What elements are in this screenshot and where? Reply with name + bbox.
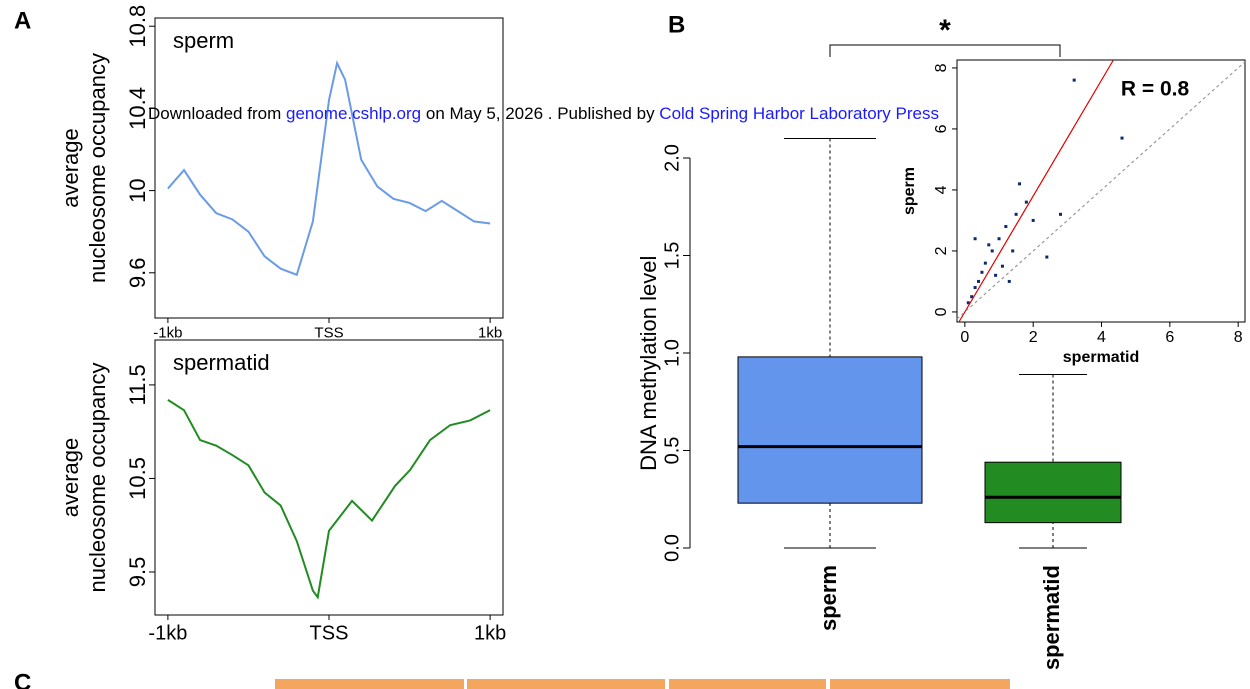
point (1072, 78, 1076, 82)
point (1000, 264, 1004, 268)
watermark-text: on May 5, 2026 . Published by (425, 104, 655, 123)
y-axis-label: nucleosome occupancy (85, 363, 110, 593)
y-tick-label: 10.5 (125, 457, 150, 500)
x-tick-label: 8 (1234, 329, 1243, 346)
x-axis-label: spermatid (1063, 349, 1139, 366)
annotation: R = 0.8 (1121, 78, 1190, 101)
significance-label: * (939, 14, 951, 47)
watermark-text: Downloaded from (148, 104, 282, 123)
panel-label: A (14, 7, 31, 34)
point (980, 270, 984, 274)
box (737, 356, 923, 504)
point (1007, 279, 1011, 283)
line-series (167, 60, 491, 277)
x-tick-label: TSS (314, 324, 343, 341)
y-tick-label: 2.0 (661, 144, 683, 172)
line-series (167, 399, 491, 600)
y-axis-label: average (58, 438, 83, 518)
point (977, 279, 981, 283)
y-axis-label: DNA methylation level (636, 256, 661, 471)
y-tick-label: 1.0 (661, 339, 683, 367)
y-tick-label: 0.0 (661, 534, 683, 562)
point (1018, 182, 1022, 186)
point (966, 301, 970, 305)
point (1120, 136, 1124, 140)
x-tick-label: 1kb (478, 324, 502, 341)
y-axis-label: sperm (901, 167, 918, 215)
plot-frame (154, 17, 504, 319)
legend-label: sperm (173, 28, 234, 53)
bar-segment (830, 679, 1010, 689)
x-tick-label: -1kb (153, 324, 182, 341)
watermark: Downloaded from genome.cshlp.org on May … (148, 104, 939, 124)
significance-bracket (829, 44, 1061, 57)
point (994, 273, 998, 277)
x-tick-label: sperm (816, 565, 841, 631)
y-tick-label: 10.4 (125, 87, 150, 130)
y-tick-label: 9.6 (125, 257, 150, 288)
site-link[interactable]: genome.cshlp.org (285, 104, 422, 123)
x-tick-label: 4 (1097, 329, 1106, 346)
y-axis-label: average (58, 128, 83, 208)
x-tick-label: spermatid (1039, 565, 1064, 670)
bar-segment (275, 679, 464, 689)
publisher-link[interactable]: Cold Spring Harbor Laboratory Press (659, 104, 939, 123)
y-tick-label: 11.5 (125, 364, 150, 405)
point (997, 237, 1001, 241)
y-tick-label: 0.5 (661, 437, 683, 465)
x-tick-label: TSS (310, 622, 349, 644)
x-tick-label: 0 (960, 329, 969, 346)
point (1024, 200, 1028, 204)
y-tick-label: 10.8 (125, 5, 150, 48)
y-tick-label: 1.5 (661, 242, 683, 270)
point (973, 237, 977, 241)
y-tick-label: 0 (933, 307, 950, 316)
point (973, 286, 977, 290)
point (990, 249, 994, 253)
reference-line (956, 61, 1246, 320)
panel-label: B (668, 11, 685, 38)
point (1059, 212, 1063, 216)
point (1045, 255, 1049, 259)
point (970, 295, 974, 299)
y-tick-label: 10 (125, 178, 150, 202)
y-tick-label: 2 (933, 246, 950, 255)
point (987, 243, 991, 247)
point (1004, 225, 1008, 229)
legend-label: spermatid (173, 350, 270, 375)
box (984, 461, 1122, 524)
x-tick-label: 6 (1165, 329, 1174, 346)
y-axis-label: nucleosome occupancy (85, 53, 110, 283)
fit-line (958, 59, 1114, 323)
panel-c-bar (275, 679, 1010, 689)
y-tick-label: 4 (933, 185, 950, 194)
point (983, 261, 987, 265)
y-tick-label: 6 (933, 124, 950, 133)
plot-frame (154, 339, 504, 616)
y-tick-label: 8 (933, 63, 950, 72)
panel-label: C (14, 669, 31, 689)
point (1014, 212, 1018, 216)
x-tick-label: 2 (1029, 329, 1038, 346)
x-tick-label: 1kb (474, 622, 506, 644)
bar-segment (467, 679, 665, 689)
point (1011, 249, 1015, 253)
y-tick-label: 9.5 (125, 557, 150, 588)
bar-segment (669, 679, 826, 689)
x-tick-label: -1kb (148, 622, 187, 644)
point (1031, 218, 1035, 222)
